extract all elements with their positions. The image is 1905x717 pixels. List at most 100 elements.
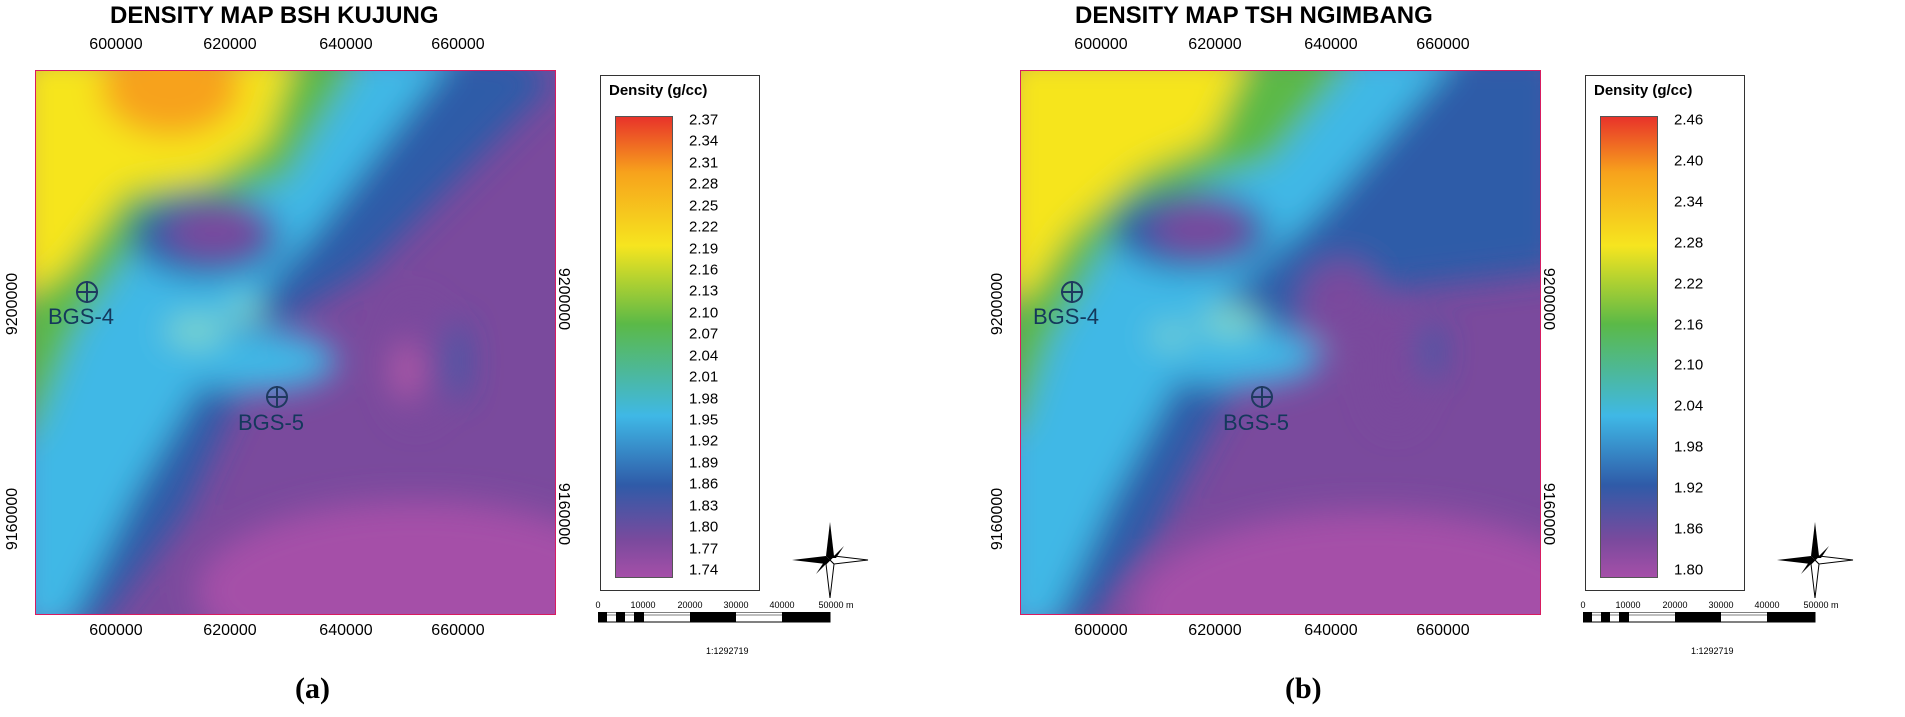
legend-value-label: 1.80 (689, 518, 719, 536)
legend-value-label: 1.92 (689, 432, 719, 450)
figure-caption: (a) (295, 672, 330, 705)
scale-label: 10000 (630, 600, 656, 610)
scale-ratio: 1:1292719 (706, 646, 749, 656)
y-tick-label: 9160000 (1540, 482, 1558, 546)
well-marker-icon (1251, 386, 1273, 408)
legend-title: Density (g/cc) (1594, 82, 1693, 99)
scale-label: 30000 (723, 600, 749, 610)
legend-value-label: 2.25 (689, 197, 719, 215)
scale-label: 30000 (1708, 600, 1734, 610)
legend-color-bar (1600, 116, 1658, 578)
legend-value-label: 2.10 (1674, 356, 1704, 374)
legend-value-label: 2.28 (1674, 234, 1704, 252)
scale-label: 50000 m (1803, 600, 1839, 610)
y-tick-label: 9200000 (989, 272, 1007, 336)
legend-value-label: 1.77 (689, 540, 719, 558)
scale-label: 40000 (769, 600, 795, 610)
scale-bar-graphic (1583, 612, 1816, 623)
legend-value-label: 2.13 (689, 282, 719, 300)
x-tick-label: 600000 (89, 36, 143, 53)
legend-value-label: 2.01 (689, 368, 719, 386)
x-tick-label: 660000 (1416, 36, 1470, 53)
legend-value-label: 1.98 (1674, 438, 1704, 456)
panel-b: DENSITY MAP TSH NGIMBANG 600000 620000 6… (985, 0, 1905, 717)
color-legend: Density (g/cc) 2.37 2.34 2.31 2.28 2.25 2.22 2… (600, 75, 760, 591)
x-tick-label: 600000 (89, 622, 143, 639)
legend-value-label: 1.86 (689, 475, 719, 493)
legend-value-label: 2.37 (689, 111, 719, 129)
legend-value-label: 1.80 (1674, 561, 1704, 579)
north-arrow-icon (1777, 522, 1854, 599)
legend-value-label: 2.04 (689, 347, 719, 365)
density-map-graphic (36, 71, 555, 614)
legend-value-label: 2.07 (689, 325, 719, 343)
legend-value-label: 2.10 (689, 304, 719, 322)
density-map (1020, 70, 1541, 615)
density-map-graphic (1021, 71, 1540, 614)
legend-value-label: 2.19 (689, 240, 719, 258)
x-tick-label: 600000 (1074, 36, 1128, 53)
legend-value-label: 1.86 (1674, 520, 1704, 538)
map-title: DENSITY MAP BSH KUJUNG (110, 2, 439, 29)
legend-value-label: 2.40 (1674, 152, 1704, 170)
legend-value-label: 2.22 (689, 218, 719, 236)
map-title: DENSITY MAP TSH NGIMBANG (1075, 2, 1433, 29)
well-marker-icon (76, 281, 98, 303)
legend-value-label: 2.46 (1674, 111, 1704, 129)
x-tick-label: 620000 (1188, 36, 1242, 53)
color-legend: Density (g/cc) 2.46 2.40 2.34 2.28 2.22 2.16 2… (1585, 75, 1745, 591)
x-tick-label: 620000 (203, 622, 257, 639)
y-tick-label: 9160000 (4, 487, 22, 551)
legend-value-label: 2.34 (1674, 193, 1704, 211)
scale-label: 40000 (1754, 600, 1780, 610)
scale-bar-graphic (598, 612, 831, 623)
scale-label: 0 (595, 600, 601, 610)
legend-value-label: 1.83 (689, 497, 719, 515)
legend-value-label: 2.34 (689, 132, 719, 150)
legend-value-label: 2.22 (1674, 275, 1704, 293)
legend-value-label: 1.74 (689, 561, 719, 579)
north-arrow-icon (792, 522, 869, 599)
density-map (35, 70, 556, 615)
y-tick-label: 9200000 (4, 272, 22, 336)
legend-value-label: 1.89 (689, 454, 719, 472)
scale-bar: 0 10000 20000 30000 40000 50000 m 1:1292… (595, 600, 888, 660)
y-tick-label: 9160000 (555, 482, 573, 546)
well-label: BGS-4 (1033, 304, 1100, 329)
figure-caption: (b) (1285, 672, 1322, 705)
legend-value-label: 1.92 (1674, 479, 1704, 497)
y-tick-label: 9160000 (989, 487, 1007, 551)
x-tick-label: 600000 (1074, 622, 1128, 639)
well-label: BGS-5 (238, 410, 305, 435)
scale-label: 20000 (1662, 600, 1688, 610)
y-tick-label: 9200000 (555, 267, 573, 331)
scale-label: 0 (1580, 600, 1586, 610)
well-label: BGS-5 (1223, 410, 1290, 435)
scale-bar: 0 10000 20000 30000 40000 50000 m 1:1292… (1580, 600, 1873, 660)
scale-label: 20000 (677, 600, 703, 610)
legend-value-label: 1.98 (689, 390, 719, 408)
legend-value-label: 2.31 (689, 154, 719, 172)
legend-value-label: 2.04 (1674, 397, 1704, 415)
x-tick-label: 660000 (431, 36, 485, 53)
legend-value-label: 2.28 (689, 175, 719, 193)
legend-value-label: 1.95 (689, 411, 719, 429)
well-marker-icon (266, 386, 288, 408)
y-tick-label: 9200000 (1540, 267, 1558, 331)
panel-a: DENSITY MAP BSH KUJUNG 600000 620000 640… (0, 0, 952, 717)
x-tick-label: 620000 (1188, 622, 1242, 639)
legend-value-label: 2.16 (1674, 316, 1704, 334)
x-tick-label: 660000 (431, 622, 485, 639)
scale-label: 50000 m (818, 600, 854, 610)
x-tick-label: 640000 (1304, 622, 1358, 639)
x-tick-label: 640000 (319, 622, 373, 639)
scale-label: 10000 (1615, 600, 1641, 610)
x-tick-label: 620000 (203, 36, 257, 53)
legend-color-bar (615, 116, 673, 578)
scale-ratio: 1:1292719 (1691, 646, 1734, 656)
x-tick-label: 640000 (319, 36, 373, 53)
x-tick-label: 640000 (1304, 36, 1358, 53)
well-marker-icon (1061, 281, 1083, 303)
legend-title: Density (g/cc) (609, 82, 708, 99)
legend-value-label: 2.16 (689, 261, 719, 279)
